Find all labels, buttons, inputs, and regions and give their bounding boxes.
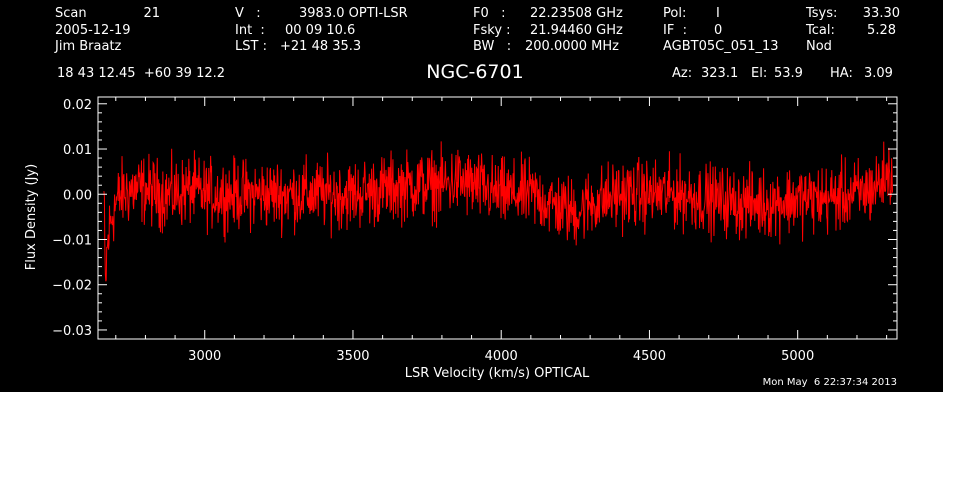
elevation-value: 53.9 xyxy=(774,66,803,81)
y-tick-label: 0.02 xyxy=(63,98,92,113)
if-label: IF : xyxy=(663,23,687,38)
lst-value: +21 48 35.3 xyxy=(280,39,362,54)
x-tick-label: 3500 xyxy=(336,349,369,364)
x-tick-label: 4500 xyxy=(633,349,666,364)
velocity-label: V : xyxy=(235,6,261,21)
azimuth-value: 323.1 xyxy=(701,66,739,81)
fsky-value: 21.94460 GHz xyxy=(530,23,623,38)
bandwidth-label: BW : xyxy=(473,39,512,54)
project-id: AGBT05C_051_13 xyxy=(663,39,779,54)
y-tick-label: 0.00 xyxy=(63,188,92,203)
x-tick-label: 4000 xyxy=(485,349,518,364)
azimuth-label: Az: xyxy=(672,66,693,81)
observer-name: Jim Braatz xyxy=(55,39,122,54)
polarization-label: Pol: xyxy=(663,6,687,21)
elevation-label: El: xyxy=(751,66,768,81)
bandwidth-value: 200.0000 MHz xyxy=(525,39,619,54)
scan-value: 21 xyxy=(143,6,160,21)
x-tick-label: 5000 xyxy=(781,349,814,364)
tcal-label: Tcal: xyxy=(806,23,835,38)
spectrum-chart: 3000 3500 4000 4500 5000 −0.03 −0.02 −0.01 0.00 0… xyxy=(24,96,898,381)
plot-frame xyxy=(97,96,898,340)
y-tick-label: −0.02 xyxy=(52,279,92,294)
polarization-value: I xyxy=(716,6,720,21)
scan-label: Scan xyxy=(55,6,87,21)
tsys-value: 33.30 xyxy=(862,6,900,21)
source-coordinates: 18 43 12.45 +60 39 12.2 xyxy=(57,66,226,81)
x-axis-title: LSR Velocity (km/s) OPTICAL xyxy=(405,366,590,381)
integration-value: 00 09 10.6 xyxy=(285,23,356,38)
velocity-value: 3983.0 OPTI-LSR xyxy=(299,6,408,21)
lst-label: LST : xyxy=(235,39,267,54)
chart-title: NGC-6701 xyxy=(426,61,524,83)
fsky-label: Fsky : xyxy=(473,23,511,38)
y-tick-label: −0.03 xyxy=(52,324,92,339)
f0-value: 22.23508 GHz xyxy=(530,6,623,21)
y-axis-title: Flux Density (Jy) xyxy=(24,164,39,270)
x-tick-label: 3000 xyxy=(188,349,221,364)
spectrum-series-line xyxy=(103,141,894,282)
hour-angle-value: 3.09 xyxy=(864,66,893,81)
y-tick-label: −0.01 xyxy=(52,233,92,248)
timestamp: Mon May 6 22:37:34 2013 xyxy=(762,377,897,388)
f0-label: F0 : xyxy=(473,6,506,21)
tsys-label: Tsys: xyxy=(806,6,838,21)
hour-angle-label: HA: xyxy=(830,66,853,81)
observing-mode: Nod xyxy=(806,39,832,54)
tcal-value: 5.28 xyxy=(867,23,896,38)
integration-label: Int : xyxy=(235,23,265,38)
y-tick-label: 0.01 xyxy=(63,143,92,158)
if-value: 0 xyxy=(714,23,723,38)
observation-date: 2005-12-19 xyxy=(55,23,131,38)
